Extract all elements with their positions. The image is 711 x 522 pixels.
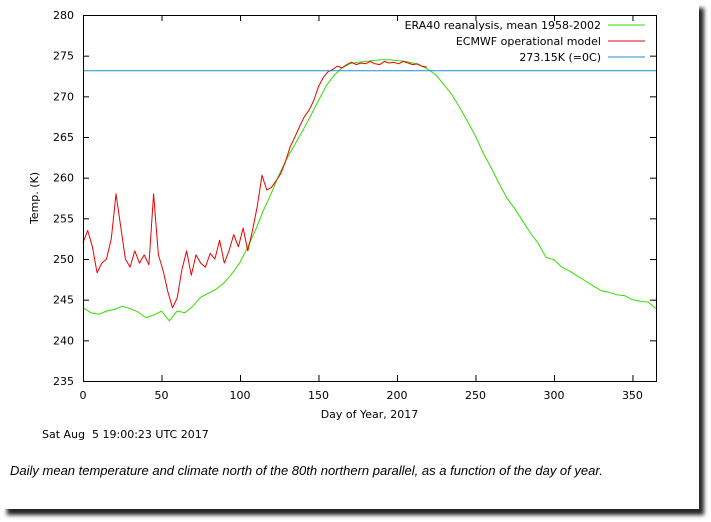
series-line-1 <box>82 59 657 322</box>
x-tick-label: 50 <box>154 389 168 402</box>
legend-label-2: ECMWF operational model <box>456 35 601 48</box>
x-tick-label: 0 <box>80 389 87 402</box>
x-tick-label: 250 <box>465 389 486 402</box>
x-tick-label: 350 <box>622 389 643 402</box>
x-tick-label: 150 <box>308 389 329 402</box>
figure-card <box>2 2 699 509</box>
y-tick-label: 260 <box>53 172 74 185</box>
y-tick-label: 270 <box>53 90 74 103</box>
y-tick-label: 240 <box>53 334 74 347</box>
series-line-2 <box>82 60 427 309</box>
ticks-layer: 0 50 100 150 200 250 300 350 235 240 245 250 255 260 2… <box>53 9 656 402</box>
y-tick-label: 265 <box>53 131 74 144</box>
plot-frame <box>83 15 657 382</box>
figure-caption: Daily mean temperature and climate north… <box>10 463 603 478</box>
y-tick-label: 255 <box>53 212 74 225</box>
y-tick-label: 235 <box>53 375 74 388</box>
legend-label-1: ERA40 reanalysis, mean 1958-2002 <box>405 19 601 32</box>
series-layer <box>82 59 657 322</box>
x-axis-title: Day of Year, 2017 <box>321 408 419 421</box>
x-tick-label: 200 <box>386 389 407 402</box>
y-tick-label: 245 <box>53 294 74 307</box>
y-tick-label: 275 <box>53 50 74 63</box>
x-tick-label: 100 <box>229 389 250 402</box>
y-axis-title: Temp. (K) <box>28 172 41 225</box>
x-tick-label: 300 <box>543 389 564 402</box>
y-tick-label: 280 <box>53 9 74 22</box>
y-tick-label: 250 <box>53 253 74 266</box>
legend-label-3: 273.15K (=0C) <box>519 51 601 64</box>
legend: ERA40 reanalysis, mean 1958-2002 ECMWF op… <box>405 19 645 64</box>
timestamp: Sat Aug 5 19:00:23 UTC 2017 <box>42 428 209 441</box>
